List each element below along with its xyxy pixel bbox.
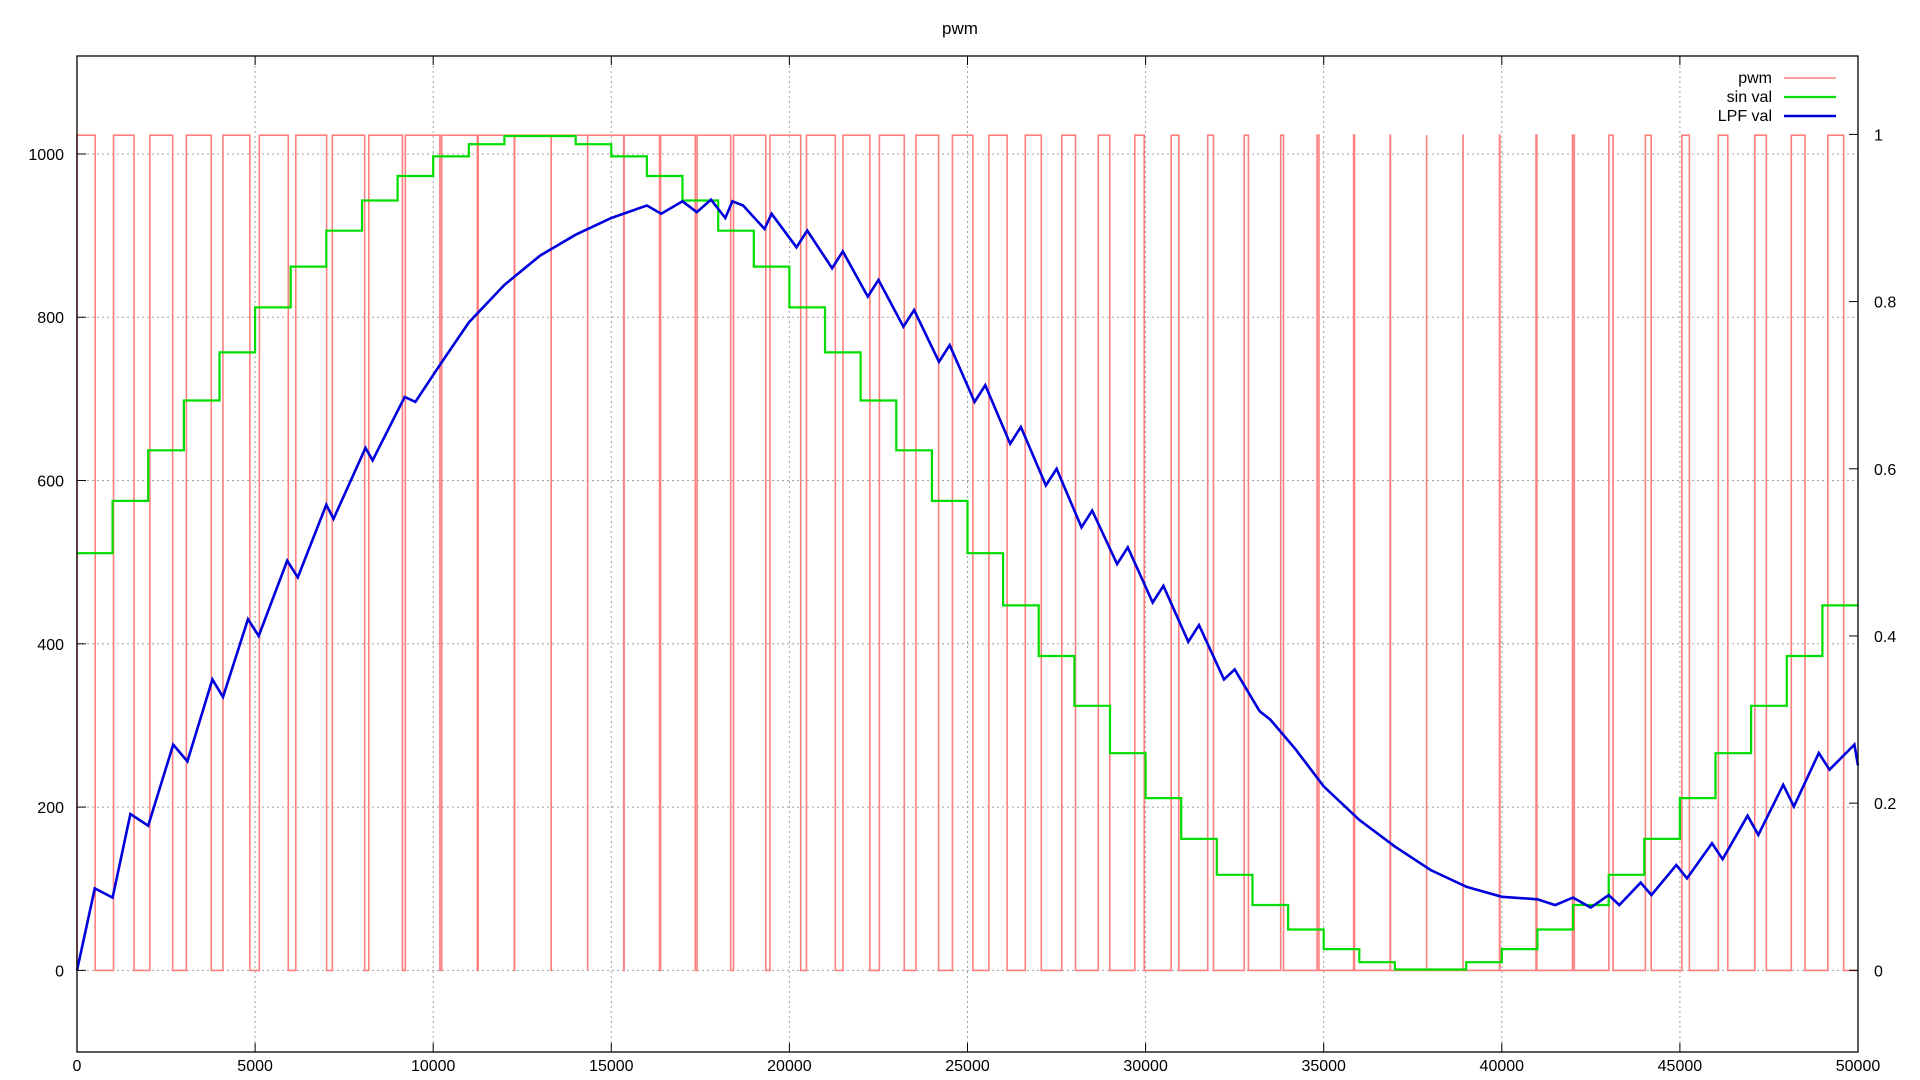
- axes: 0 5000 10000 15000 20000 25000 30000 35000 40000…: [28, 56, 1896, 1075]
- y2-tick-label: 1: [1874, 127, 1883, 144]
- legend-label: LPF val: [1718, 108, 1772, 125]
- grid: [77, 56, 1858, 1052]
- x-tick-label: 25000: [945, 1058, 990, 1075]
- y-tick-label: 200: [37, 800, 64, 817]
- y2-tick-label: 0.2: [1874, 796, 1896, 813]
- x-tick-label: 30000: [1123, 1058, 1168, 1075]
- x-tick-label: 40000: [1480, 1058, 1525, 1075]
- series-layer: [75, 134, 1860, 972]
- x-tick-label: 15000: [589, 1058, 634, 1075]
- x-tick-label: 5000: [237, 1058, 273, 1075]
- y-tick-label: 0: [55, 963, 64, 980]
- x-tick-label: 0: [73, 1058, 82, 1075]
- y2-tick-label: 0: [1874, 963, 1883, 980]
- y2-tick-label: 0.4: [1874, 629, 1896, 646]
- y-tick-label: 600: [37, 474, 64, 491]
- x-tick-label: 35000: [1301, 1058, 1346, 1075]
- y-tick-label: 800: [37, 310, 64, 327]
- legend: pwm sin val LPF val: [1718, 70, 1836, 125]
- x-tick-label: 20000: [767, 1058, 812, 1075]
- chart-title: pwm: [942, 19, 978, 38]
- x-tick-label: 10000: [411, 1058, 456, 1075]
- y-tick-label: 400: [37, 637, 64, 654]
- series-pwm-line: [76, 134, 1858, 972]
- legend-label: pwm: [1738, 70, 1772, 87]
- y2-tick-label: 0.6: [1874, 462, 1896, 479]
- x-tick-label: 50000: [1836, 1058, 1881, 1075]
- y-tick-label: 1000: [28, 147, 64, 164]
- legend-label: sin val: [1727, 89, 1772, 106]
- x-tick-label: 45000: [1658, 1058, 1703, 1075]
- series-sin-val-line: [77, 134, 1858, 971]
- series-lpf-val-line: [75, 197, 1860, 971]
- y2-tick-label: 0.8: [1874, 295, 1896, 312]
